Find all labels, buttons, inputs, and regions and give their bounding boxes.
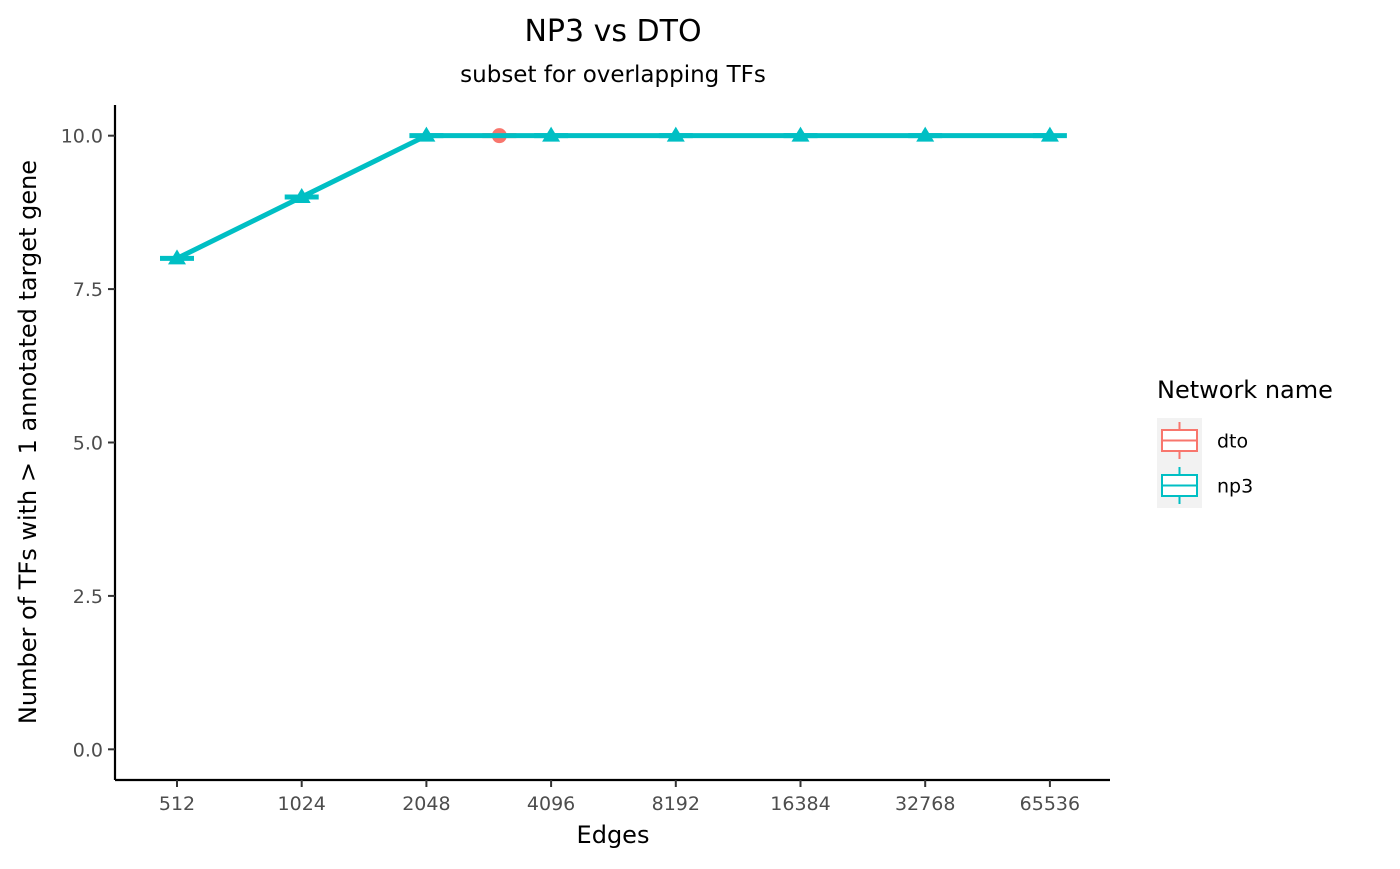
np3-data-point (1040, 126, 1059, 142)
np3-data-point (168, 249, 186, 265)
np3-data-point (666, 126, 685, 142)
x-tick-label: 16384 (770, 793, 830, 815)
legend-label-np3: np3 (1217, 476, 1253, 498)
y-tick-label: 5.0 (73, 433, 103, 455)
np3-data-point (916, 126, 935, 142)
y-tick-label: 0.0 (73, 739, 103, 761)
chart-subtitle: subset for overlapping TFs (460, 62, 766, 88)
legend: Network name dto np3 (1157, 376, 1333, 508)
x-tick-label: 2048 (402, 793, 450, 815)
legend-title: Network name (1157, 376, 1333, 404)
plot-area: 0.0 2.5 5.0 7.5 10.0 512 1024 2048 4096 8192 16384… (61, 105, 1110, 815)
y-tick-label: 10.0 (61, 126, 103, 148)
np3-data-point (542, 126, 561, 142)
np3-data-point (791, 126, 810, 142)
y-tick-label: 2.5 (73, 586, 103, 608)
x-tick-label: 32768 (895, 793, 955, 815)
x-tick-label: 512 (159, 793, 195, 815)
x-axis-label: Edges (577, 821, 650, 849)
np3-series-line (175, 133, 1050, 261)
np3-data-point (292, 188, 311, 204)
x-tick-label: 65536 (1020, 793, 1080, 815)
np3-data-point (417, 126, 436, 142)
legend-label-dto: dto (1217, 431, 1248, 453)
y-axis-label: Number of TFs with > 1 annotated target … (14, 160, 42, 724)
x-tick-label: 1024 (278, 793, 326, 815)
y-tick-label: 7.5 (73, 279, 103, 301)
x-tick-label: 8192 (652, 793, 700, 815)
x-tick-label: 4096 (527, 793, 575, 815)
chart-title: NP3 vs DTO (524, 14, 701, 49)
